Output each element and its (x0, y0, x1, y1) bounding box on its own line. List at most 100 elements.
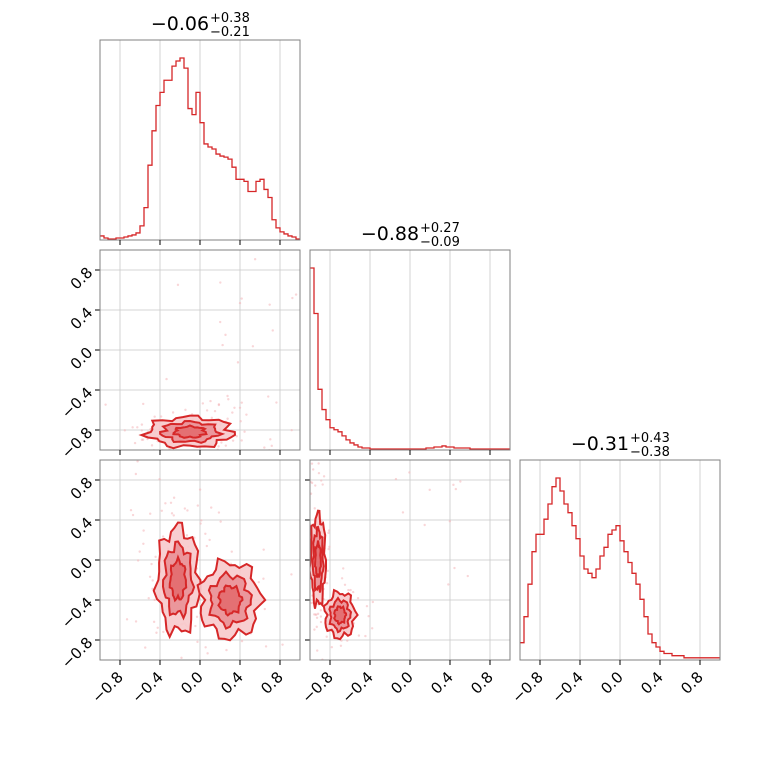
2d-p1-p2-scatter-point (314, 613, 318, 616)
2d-p1-p2-scatter-point (428, 488, 431, 492)
2d-p0-p2-scatter-point (196, 640, 199, 644)
2d-p1-p2-contour (328, 596, 353, 634)
2d-p0-p2-scatter-point (170, 512, 174, 515)
panels-layer (95, 39, 721, 715)
2d-p0-p1-scatter-point (236, 361, 240, 364)
marginal-p0-histogram-line (100, 57, 300, 240)
2d-p0-p2-scatter-point (148, 575, 152, 578)
2d-p0-p1-scatter-point (267, 395, 270, 398)
2d-p0-p2-scatter-point (173, 668, 175, 670)
2d-p0-p2-scatter-point (194, 624, 197, 628)
2d-p1-p2-scatter-point (357, 634, 361, 637)
2d-p0-p1-scatter-point (238, 301, 242, 305)
2d-p0-p2-scatter-point (257, 580, 260, 584)
2d-p0-p2-scatter-point (167, 696, 169, 698)
2d-p0-p2-scatter-point (155, 631, 158, 634)
2d-p0-p1-scatter-point (226, 417, 229, 420)
2d-p0-p2-density (125, 460, 293, 715)
marginal-p0-panel (99, 39, 301, 245)
marginal-p1-panel (309, 249, 511, 455)
2d-p0-p2-scatter-point (142, 542, 145, 545)
2d-p0-p2-scatter-point (136, 559, 140, 562)
2d-p0-p2-scatter-point (213, 665, 215, 667)
2d-p0-p2-scatter-point (149, 512, 152, 515)
2d-p0-p2-scatter-point (186, 509, 189, 512)
2d-p0-p2-scatter-point (217, 511, 221, 514)
2d-p0-p1-scatter-point (131, 426, 134, 429)
2d-p1-p2-density (303, 440, 510, 667)
2d-p1-p2-scatter-point (310, 492, 313, 495)
2d-p0-p2-contour (207, 570, 253, 630)
2d-p0-p2-ytick-label: −0.8 (58, 634, 96, 672)
2d-p1-p2-scatter-point (447, 583, 450, 586)
2d-p0-p2-scatter-point (191, 713, 193, 715)
2d-p1-p2-scatter-point (303, 482, 305, 484)
2d-p0-p2-scatter-point (262, 577, 265, 580)
2d-p1-p2-scatter-point (305, 597, 307, 599)
2d-p0-p2-contour (168, 554, 188, 603)
2d-p0-p2-scatter-point (151, 587, 154, 591)
2d-p0-p1-scatter-point (268, 303, 271, 306)
2d-p0-p2-scatter-point (195, 615, 199, 619)
2d-p0-p2-xtick-label: 0.4 (217, 668, 247, 698)
2d-p1-p2-scatter-point (454, 487, 458, 491)
2d-p1-p2-scatter-point (328, 545, 331, 549)
2d-p0-p2-scatter-point (152, 620, 156, 624)
2d-p0-p2-scatter-point (158, 694, 160, 696)
marginal-p2-xtick-label: −0.8 (508, 668, 546, 706)
2d-p0-p1-scatter-point (150, 444, 154, 447)
2d-p0-p1-scatter-point (171, 411, 175, 414)
marginal-p0-title-plus: +0.38 (210, 11, 250, 26)
marginal-p1-title-minus: −0.09 (420, 235, 460, 250)
2d-p0-p2-xtick-label: −0.8 (88, 668, 126, 706)
2d-p0-p2-scatter-point (262, 548, 265, 551)
2d-p1-p2-panel (303, 440, 511, 667)
2d-p0-p1-scatter-point (198, 457, 200, 459)
2d-p1-p2-scatter-point (325, 582, 329, 585)
2d-p1-p2-scatter-point (330, 645, 334, 649)
2d-p0-p1-scatter-point (218, 320, 222, 324)
2d-p0-p2-scatter-point (196, 504, 200, 507)
2d-p1-p2-scatter-point (305, 554, 307, 556)
2d-p0-p1-scatter-point (213, 409, 217, 413)
2d-p1-p2-scatter-point (326, 569, 330, 573)
2d-p0-p2-xtick-label: 0.8 (257, 668, 287, 698)
2d-p0-p2-scatter-point (161, 535, 165, 538)
2d-p0-p2-ytick-label: 0.8 (67, 474, 97, 504)
2d-p0-p1-scatter-point (293, 455, 295, 457)
2d-p0-p2-scatter-point (174, 663, 176, 665)
2d-p1-p2-scatter-point (347, 588, 350, 592)
2d-p1-p2-scatter-point (315, 616, 319, 619)
2d-p1-p2-contour (333, 605, 348, 626)
2d-p0-p2-scatter-point (240, 639, 244, 643)
2d-p0-p1-scatter-point (224, 333, 227, 337)
2d-p0-p1-scatter-point (195, 463, 197, 465)
2d-p0-p1-scatter-point (222, 455, 224, 457)
2d-p0-p1-scatter-point (217, 445, 220, 448)
2d-p1-p2-scatter-point (310, 462, 314, 465)
2d-p1-p2-scatter-point (508, 453, 510, 455)
2d-p1-p2-scatter-point (321, 483, 324, 486)
marginal-p2-panel (519, 459, 721, 665)
2d-p0-p2-scatter-point (138, 550, 141, 553)
2d-p0-p1-scatter-point (231, 439, 235, 442)
2d-p0-p1-scatter-point (253, 258, 257, 261)
2d-p0-p2-scatter-point (151, 579, 154, 582)
2d-p1-p2-scatter-point (370, 627, 374, 630)
2d-p0-p1-contour (159, 419, 226, 444)
2d-p0-p2-scatter-point (208, 538, 211, 542)
2d-p0-p1-scatter-point (275, 401, 278, 404)
2d-p1-p2-scatter-point (404, 440, 406, 442)
2d-p1-p2-scatter-point (371, 600, 375, 604)
2d-p1-p2-scatter-point (310, 601, 313, 605)
2d-p0-p1-ytick-label: 0.4 (67, 304, 97, 334)
2d-p1-p2-scatter-point (394, 477, 398, 481)
2d-p1-p2-scatter-point (325, 635, 328, 638)
2d-p1-p2-scatter-point (323, 665, 325, 667)
marginal-p2-xtick-label: −0.4 (548, 668, 586, 706)
2d-p0-p1-scatter-point (201, 402, 205, 405)
2d-p0-p1-scatter-point (290, 428, 293, 432)
2d-p0-p2-panel (95, 459, 301, 715)
2d-p0-p1-scatter-point (227, 398, 230, 401)
